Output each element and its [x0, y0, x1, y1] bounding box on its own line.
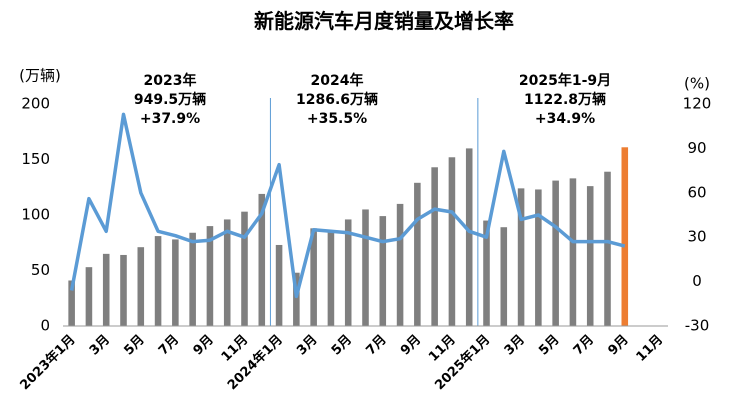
bar	[535, 189, 542, 326]
bar	[241, 211, 248, 326]
bar	[137, 247, 145, 326]
y2-tick-label: 120	[683, 95, 712, 113]
bar	[206, 226, 214, 326]
bar	[344, 219, 352, 326]
bar	[362, 209, 369, 326]
annotation: 2024年	[311, 72, 364, 89]
bar	[604, 171, 611, 326]
x-tick-label: 9月	[398, 332, 424, 358]
bar	[172, 239, 179, 326]
bar	[327, 231, 335, 326]
bar	[586, 186, 594, 326]
bar	[310, 228, 317, 326]
x-tick-label: 7月	[156, 332, 182, 358]
bar	[379, 216, 387, 326]
bar	[189, 232, 196, 326]
bar	[621, 147, 629, 326]
bar	[500, 227, 508, 326]
x-tick-label: 5月	[536, 332, 562, 358]
x-tick-label: 11月	[634, 332, 667, 365]
bar	[275, 244, 283, 326]
annotation: 949.5万辆	[134, 91, 206, 108]
chart-title: 新能源汽车月度销量及增长率	[254, 9, 514, 33]
x-tick-label: 7月	[571, 332, 597, 358]
y-tick-label: 150	[21, 150, 50, 168]
bar	[517, 188, 525, 326]
annotation: +37.9%	[140, 111, 200, 127]
bar	[293, 272, 300, 326]
y2-unit: (%)	[684, 75, 710, 93]
bar	[431, 167, 438, 326]
bar	[414, 182, 421, 326]
y-unit: (万辆)	[19, 67, 61, 85]
bar	[569, 178, 577, 326]
annotation: 1122.8万辆	[524, 91, 606, 108]
bar	[552, 180, 559, 326]
y-tick-label: 50	[31, 261, 50, 279]
x-tick-label: 9月	[605, 332, 631, 358]
x-tick-label: 3月	[294, 332, 320, 358]
y-tick-label: 100	[21, 206, 50, 224]
annotation: 2025年1-9月	[519, 72, 611, 89]
annotation: 1286.6万辆	[296, 91, 378, 108]
bar	[483, 220, 490, 326]
bar	[223, 219, 231, 326]
annotation: +35.5%	[307, 111, 367, 127]
x-tick-label: 2023年1月	[17, 332, 79, 394]
line	[69, 112, 626, 299]
bar	[258, 193, 266, 326]
y2-tick-label: 0	[692, 272, 702, 290]
x-tick-label: 7月	[363, 332, 389, 358]
x-tick-label: 3月	[87, 332, 113, 358]
annotation: 2023年	[144, 72, 197, 89]
bar	[396, 203, 404, 326]
x-tick-label: 9月	[191, 332, 217, 358]
bar	[120, 254, 127, 326]
bar	[85, 267, 93, 326]
y-tick-label: 200	[21, 95, 50, 113]
bar	[154, 236, 162, 326]
x-tick-label: 5月	[121, 332, 147, 358]
bar	[448, 157, 456, 326]
bar	[68, 280, 75, 326]
x-tick-label: 3月	[502, 332, 528, 358]
bar	[465, 148, 473, 326]
x-tick-label: 5月	[329, 332, 355, 358]
bar	[102, 253, 110, 326]
y2-tick-label: 90	[687, 139, 706, 157]
y2-tick-label: 60	[687, 183, 706, 201]
y2-tick-label: -30	[685, 317, 710, 335]
y-tick-label: 0	[40, 317, 50, 335]
y2-tick-label: 30	[687, 228, 706, 246]
annotation: +34.9%	[535, 111, 595, 127]
